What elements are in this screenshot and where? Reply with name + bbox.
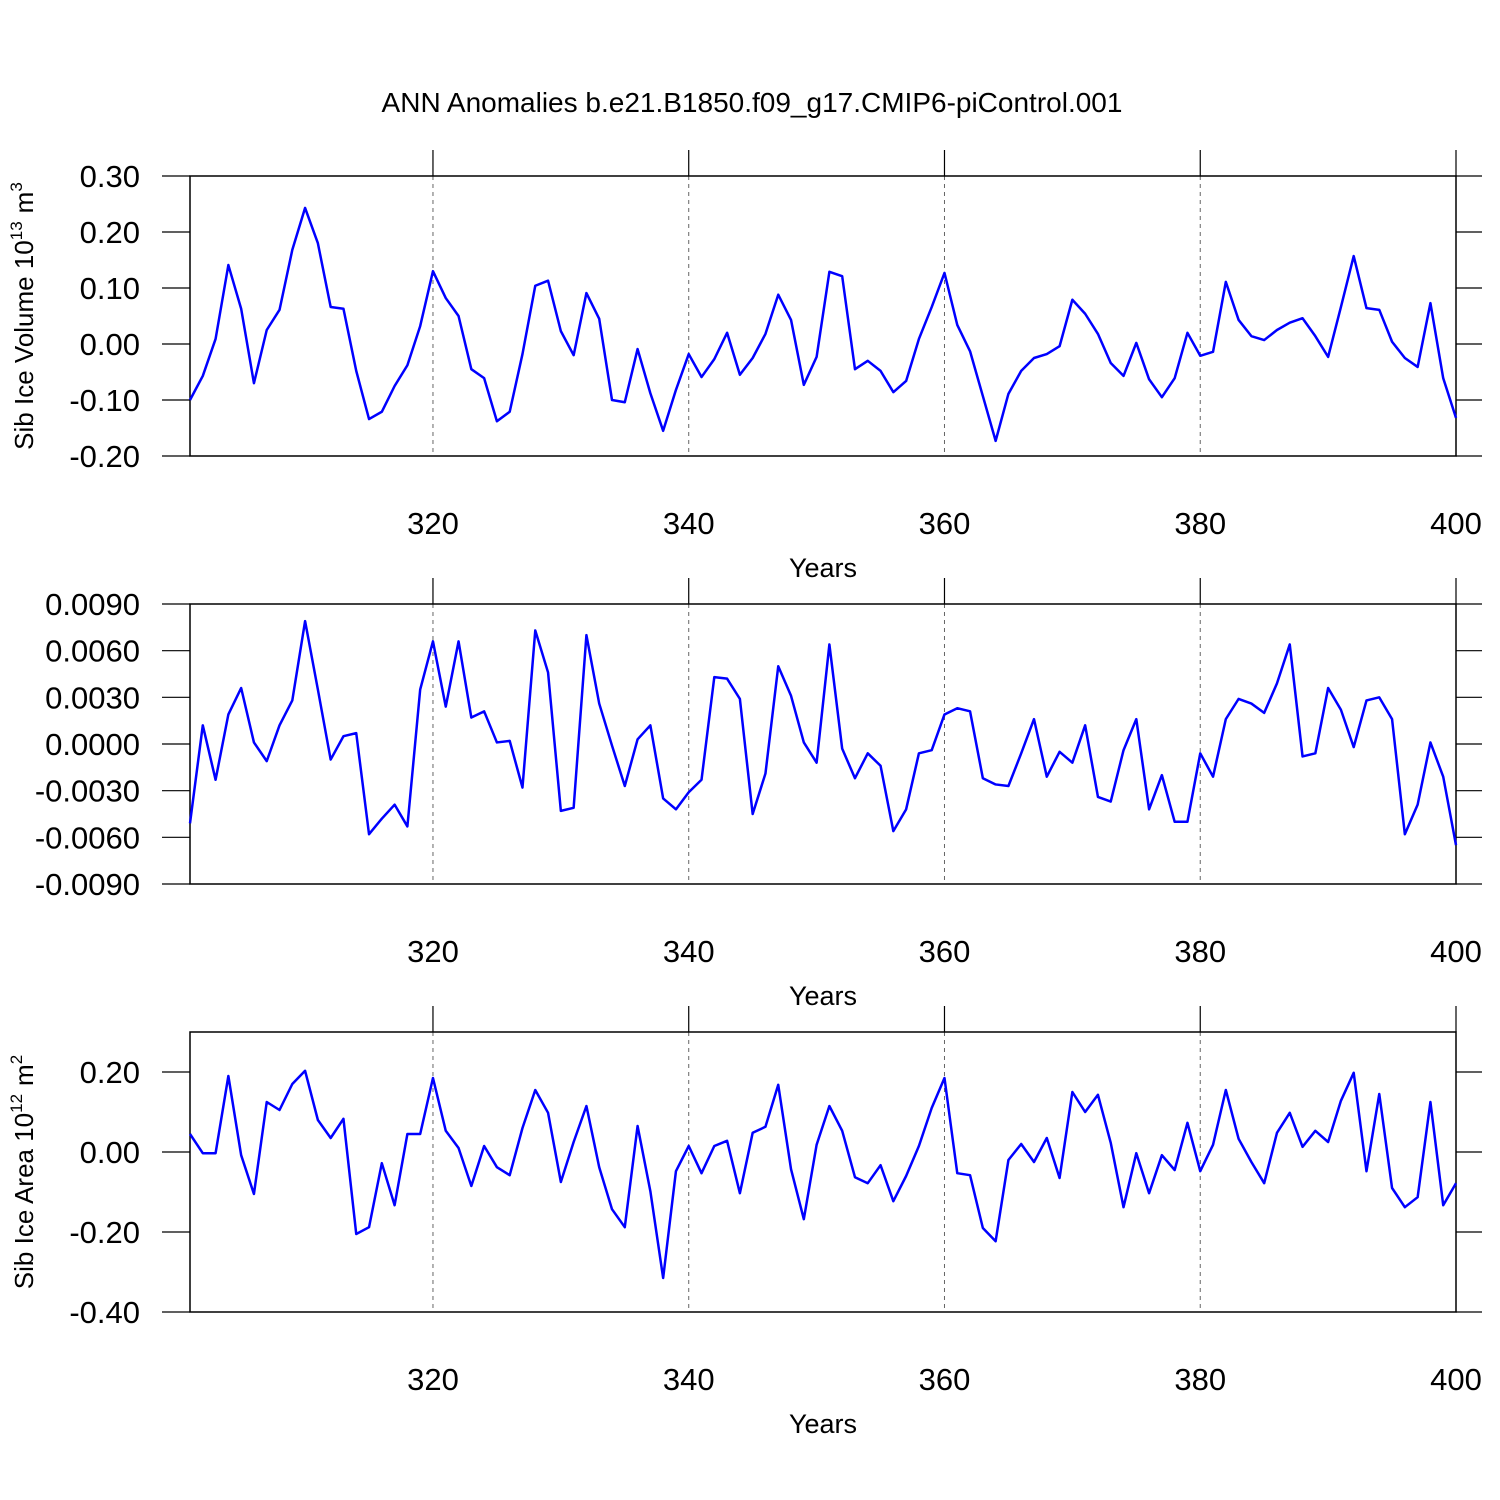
y-tick-label: -0.20 <box>69 439 140 474</box>
figure-title: ANN Anomalies b.e21.B1850.f09_g17.CMIP6-… <box>382 87 1123 118</box>
x-tick-label: 400 <box>1430 1362 1482 1397</box>
y-axis-label-text: Sib Ice Area 10 <box>9 1113 39 1289</box>
y-tick-label: 0.0060 <box>45 634 140 669</box>
y-axis-label-text: Sib Snow Volume 10 <box>0 653 4 893</box>
x-tick-label: 320 <box>407 934 459 969</box>
y-tick-label: 0.00 <box>80 1135 140 1170</box>
y-tick-label: 0.0030 <box>45 680 140 715</box>
y-tick-label: 0.20 <box>80 215 140 250</box>
x-tick-label: 320 <box>407 506 459 541</box>
x-tick-label: 340 <box>663 934 715 969</box>
plot-frame <box>189 1031 1457 1313</box>
x-tick-label: 340 <box>663 506 715 541</box>
y-axis-label-unit: m <box>9 1064 39 1086</box>
x-tick-label: 360 <box>919 1362 971 1397</box>
data-line <box>188 1069 1458 1280</box>
y-tick-label: 0.0090 <box>45 587 140 622</box>
y-axis-label-unit-exponent: 2 <box>7 1055 26 1064</box>
y-axis-label-text: Sib Ice Volume 10 <box>9 240 39 450</box>
y-tick-label: 0.10 <box>80 271 140 306</box>
y-axis-label: Sib Snow Volume 1013m3 <box>0 595 4 893</box>
plot-frame <box>189 603 1457 885</box>
x-tick-label: 380 <box>1174 506 1226 541</box>
y-tick-label: -0.0030 <box>35 774 140 809</box>
x-axis-label: Years <box>789 981 857 1011</box>
x-axis-label: Years <box>789 553 857 583</box>
y-tick-label: 0.20 <box>80 1055 140 1090</box>
plot-frame <box>189 175 1457 457</box>
x-axis-label: Years <box>789 1409 857 1439</box>
x-tick-label: 340 <box>663 1362 715 1397</box>
y-axis-label-unit: m <box>9 192 39 214</box>
y-tick-label: -0.0090 <box>35 867 140 902</box>
y-axis-label-exponent: 13 <box>7 221 26 240</box>
x-tick-label: 360 <box>919 506 971 541</box>
y-axis-label-unit: m <box>0 604 4 626</box>
y-tick-label: -0.10 <box>69 383 140 418</box>
y-axis-label-exponent: 12 <box>7 1094 26 1113</box>
y-tick-label: -0.40 <box>69 1295 140 1330</box>
data-line <box>188 619 1458 846</box>
data-line <box>188 206 1458 443</box>
y-tick-label: 0.0000 <box>45 727 140 762</box>
y-tick-label: -0.20 <box>69 1215 140 1250</box>
y-tick-label: 0.00 <box>80 327 140 362</box>
y-axis-label: Sib Ice Area 1012 m2 <box>7 1055 39 1289</box>
y-tick-label: 0.30 <box>80 159 140 194</box>
x-tick-label: 320 <box>407 1362 459 1397</box>
x-tick-label: 360 <box>919 934 971 969</box>
y-axis-label-unit-exponent: 3 <box>7 182 26 191</box>
y-tick-label: -0.0060 <box>35 820 140 855</box>
x-tick-label: 380 <box>1174 1362 1226 1397</box>
y-axis-label: Sib Ice Volume 1013 m3 <box>7 182 39 450</box>
x-tick-label: 380 <box>1174 934 1226 969</box>
x-tick-label: 400 <box>1430 506 1482 541</box>
x-tick-label: 400 <box>1430 934 1482 969</box>
